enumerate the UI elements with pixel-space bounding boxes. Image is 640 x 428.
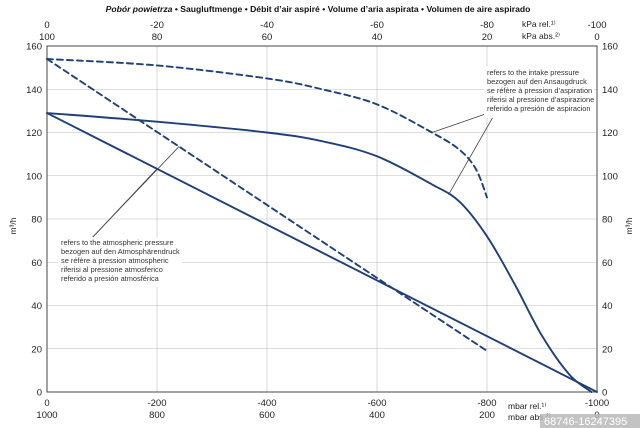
intake-line-2: bezogen auf den Ansaugdruck — [487, 77, 587, 86]
watermark-text: 68746-16247395 — [544, 416, 627, 428]
x-tick-bottom-rel: -1000 — [585, 398, 609, 409]
leader-line — [448, 109, 498, 195]
y-tick-label-right: 40 — [602, 301, 613, 312]
watermark: 68746-16247395 — [540, 414, 640, 428]
intake-annotation-bg — [484, 66, 594, 118]
chart-title-rest: • Saugluftmenge • Débit d’air aspiré • V… — [172, 4, 530, 14]
y-tick-label-right: 140 — [602, 85, 618, 96]
watermark-bg — [540, 414, 640, 428]
bottom-abs-unit: mbar abs.²⁾ — [508, 412, 551, 422]
y-axis-right-ticks: 0 20 40 60 80 100 120 140 160 — [602, 42, 618, 399]
y-tick-label-right: 80 — [602, 215, 613, 226]
x-tick-bottom-rel: 0 — [44, 398, 49, 409]
intake-line-4: riferisi al pressione d’aspirazione — [487, 95, 594, 104]
x-tick-top-rel: -80 — [480, 20, 494, 31]
bottom-rel-unit: mbar rel.¹⁾ — [508, 401, 546, 411]
intake-line-5: referido a presión de aspiracion — [487, 104, 591, 113]
top-rel-unit: kPa rel.¹⁾ — [522, 19, 556, 29]
chart-title-lead: Pobór powietrza — [106, 4, 173, 14]
y-tick-label-left: 20 — [31, 344, 42, 355]
chart-title: Pobór powietrza • Saugluftmenge • Débit … — [106, 4, 531, 14]
x-tick-bottom-abs: 200 — [479, 410, 495, 421]
x-tick-top-rel: -40 — [260, 20, 274, 31]
x-tick-top-abs: 80 — [152, 32, 163, 43]
y-tick-label-right: 100 — [602, 171, 618, 182]
y-tick-label-right: 0 — [602, 388, 607, 399]
x-tick-bottom-abs: 400 — [369, 410, 385, 421]
y-tick-label-left: 120 — [26, 128, 42, 139]
x-tick-top-rel: -60 — [370, 20, 384, 31]
x-tick-top-rel: -20 — [150, 20, 164, 31]
annotation-leaders — [89, 109, 498, 241]
y-tick-label-left: 0 — [37, 388, 42, 399]
intake-line-3: se réfère à pression d’aspiration — [487, 86, 592, 95]
series-atmospheric_solid — [46, 112, 598, 393]
y-axis-left-ticks: 0 20 40 60 80 100 120 140 160 — [26, 42, 42, 399]
y-axis-label-left: m³/h — [8, 217, 18, 234]
x-tick-bottom-abs: 800 — [149, 410, 165, 421]
intake-annotation: refers to the intake pressure bezogen au… — [484, 66, 594, 118]
y-axis-label-right: m³/h — [624, 217, 634, 234]
x-tick-top-rel: -100 — [587, 20, 606, 31]
leader-line — [89, 168, 158, 241]
data-series — [46, 58, 598, 393]
x-tick-bottom-abs: 600 — [259, 410, 275, 421]
y-tick-label-right: 160 — [602, 42, 618, 53]
x-tick-top-abs: 0 — [594, 32, 599, 43]
y-tick-label-right: 60 — [602, 258, 613, 269]
y-tick-label-left: 160 — [26, 42, 42, 53]
series-atmospheric_dashed — [46, 58, 488, 352]
y-tick-label-right: 20 — [602, 344, 613, 355]
x-tick-bottom-rel: -200 — [147, 398, 166, 409]
atmospheric-annotation: refers to the atmospheric pressure bezog… — [58, 237, 182, 287]
x-tick-bottom-abs: 1000 — [36, 410, 57, 421]
x-axis-top-rel-ticks: 0 -20 -40 -60 -80 -100 — [44, 20, 606, 31]
atmospheric-line-5: referido a presión atmosférica — [61, 274, 160, 283]
series-intake_dashed — [46, 58, 488, 199]
y-tick-label-left: 140 — [26, 85, 42, 96]
x-tick-top-abs: 40 — [372, 32, 383, 43]
y-tick-label-left: 60 — [31, 258, 42, 269]
y-tick-label-left: 80 — [31, 215, 42, 226]
x-axis-top-abs-ticks: 100 80 60 40 20 0 — [39, 32, 600, 43]
y-tick-label-right: 120 — [602, 128, 618, 139]
x-tick-top-abs: 60 — [262, 32, 273, 43]
atmospheric-line-3: se réfère à pression atmospheric — [61, 256, 169, 265]
x-tick-bottom-rel: -800 — [477, 398, 496, 409]
atmospheric-annotation-bg — [58, 237, 182, 287]
x-tick-bottom-rel: -400 — [257, 398, 276, 409]
series-intake_solid — [46, 112, 593, 393]
intake-line-1: refers to the intake pressure — [487, 68, 579, 77]
y-tick-label-left: 40 — [31, 301, 42, 312]
y-tick-label-left: 100 — [26, 171, 42, 182]
x-tick-top-abs: 100 — [39, 32, 55, 43]
top-abs-unit: kPa abs.²⁾ — [522, 31, 560, 41]
x-axis-bottom-rel-ticks: 0 -200 -400 -600 -800 -1000 — [44, 398, 609, 409]
x-tick-top-abs: 20 — [482, 32, 493, 43]
atmospheric-line-1: refers to the atmospheric pressure — [61, 238, 174, 247]
plot-frame — [46, 45, 598, 393]
atmospheric-line-2: bezogen auf den Atmosphärendruck — [61, 247, 180, 256]
x-tick-top-rel: 0 — [44, 20, 49, 31]
atmospheric-line-4: riferisi al pressione atmosferico — [61, 265, 163, 274]
x-tick-bottom-rel: -600 — [367, 398, 386, 409]
